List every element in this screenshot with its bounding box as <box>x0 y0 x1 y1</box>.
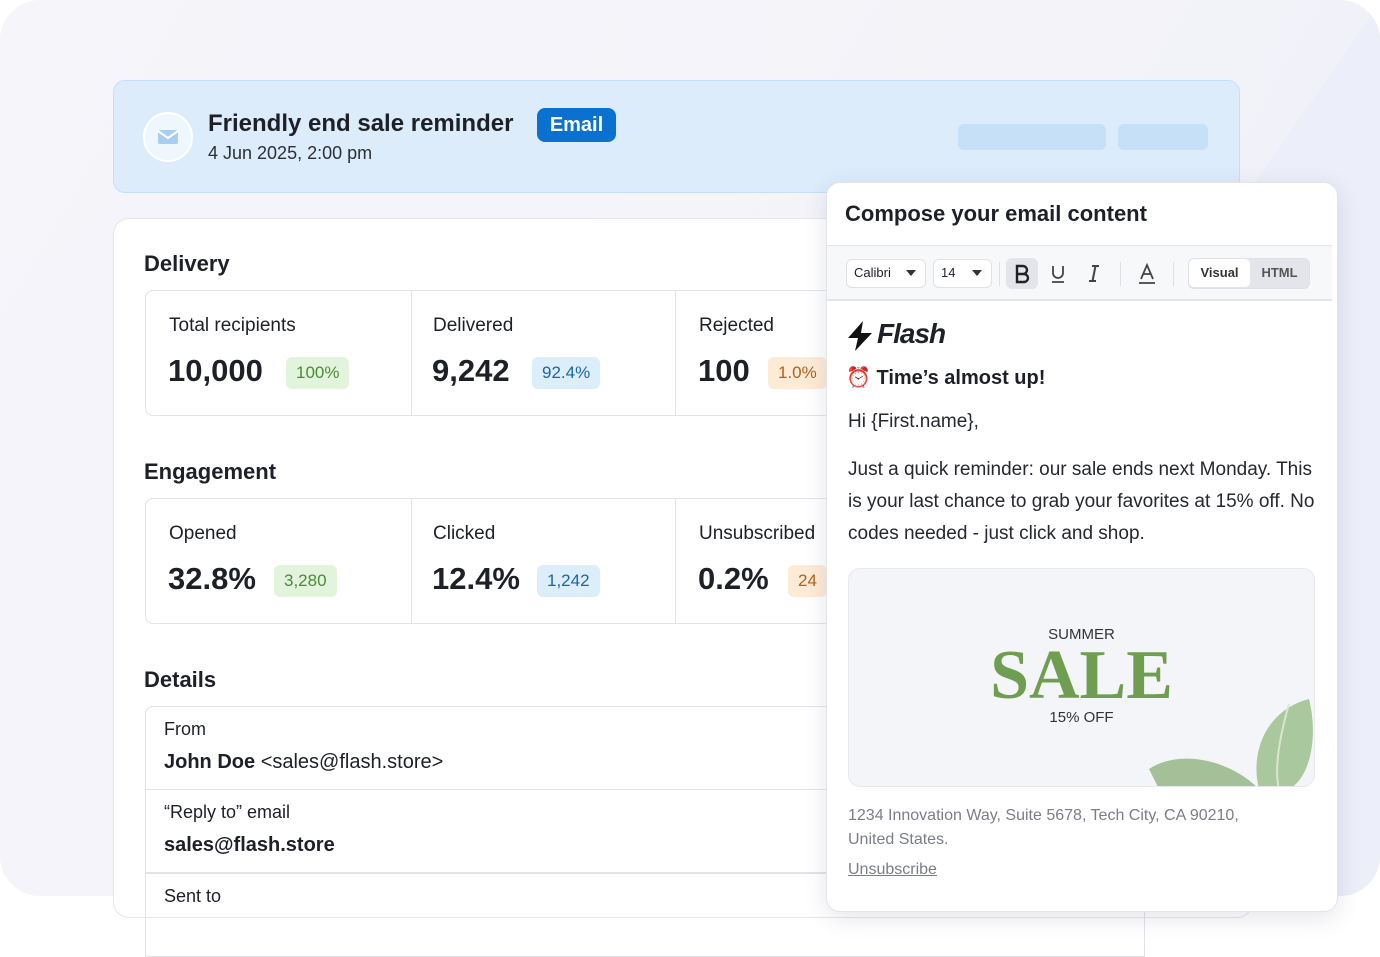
stat-value: 32.8% <box>168 561 256 596</box>
stat-card: Total recipients 10,000 100% <box>146 291 412 415</box>
banner-main: SALE <box>990 637 1173 714</box>
stat-card: Unsubscribed 0.2% 24 <box>676 499 942 623</box>
section-title: Engagement <box>144 459 277 484</box>
view-tabs: Visual HTML <box>1188 258 1310 289</box>
mail-icon <box>143 112 193 162</box>
font-name: Calibri <box>854 265 891 280</box>
stat-label: Delivered <box>433 315 514 336</box>
stats-row: Opened 32.8% 3,280 Clicked 12.4% 1,242 Unsub… <box>145 498 1145 624</box>
size-select[interactable]: 14 <box>933 259 992 288</box>
separator <box>1120 262 1121 286</box>
stat-label: Clicked <box>433 523 496 544</box>
detail-row: “Reply to” email sales@flash.store <box>145 789 1145 873</box>
stat-badge: 92.4% <box>532 357 601 389</box>
email-body: Just a quick reminder: our sale ends nex… <box>848 459 1315 544</box>
detail-label: Sent to <box>164 886 222 906</box>
section-title: Details <box>144 667 217 692</box>
font-select[interactable]: Calibri <box>846 259 926 288</box>
stat-badge: 1.0% <box>768 357 827 389</box>
bold-button[interactable] <box>1006 258 1038 289</box>
stat-card: Opened 32.8% 3,280 <box>146 499 412 623</box>
banner-bottom: 15% OFF <box>1049 709 1114 726</box>
compose-title: Compose your email content <box>845 201 1147 226</box>
detail-label: From <box>164 719 206 739</box>
divider <box>827 245 1332 247</box>
stat-card: Clicked 12.4% 1,242 <box>410 499 676 623</box>
email-heading: ⏰ Time’s almost up! <box>846 367 1046 389</box>
stat-card: Delivered 9,242 92.4% <box>410 291 676 415</box>
sender-name: John Doe <box>164 751 256 773</box>
detail-value: sales@flash.store <box>164 834 335 856</box>
campaign-date: 4 Jun 2025, 2:00 pm <box>208 143 373 163</box>
skeleton-bar <box>958 124 1106 150</box>
stat-value: 100 <box>698 353 750 388</box>
stat-badge: 1,242 <box>537 565 600 597</box>
separator <box>999 262 1000 286</box>
text-color-button[interactable] <box>1131 258 1163 289</box>
caret <box>906 270 916 276</box>
stat-label: Rejected <box>699 315 774 336</box>
unsubscribe-link[interactable]: Unsubscribe <box>848 861 937 878</box>
stat-badge: 24 <box>788 565 827 597</box>
stat-label: Unsubscribed <box>699 523 816 544</box>
tab-visual[interactable]: Visual <box>1189 259 1250 287</box>
underline-button[interactable] <box>1042 258 1074 289</box>
stat-value: 9,242 <box>432 353 510 388</box>
banner-top: SUMMER <box>1048 626 1115 643</box>
brand-bolt <box>848 321 872 351</box>
stat-card: Rejected 100 1.0% <box>676 291 942 415</box>
italic-button[interactable] <box>1078 258 1110 289</box>
campaign-title: Friendly end sale reminder <box>208 110 514 137</box>
email-address: 1234 Innovation Way, Suite 5678, Tech Ci… <box>848 807 1239 848</box>
stat-label: Total recipients <box>169 315 296 336</box>
separator <box>1173 262 1174 286</box>
divider <box>827 299 1332 301</box>
font-size: 14 <box>941 265 956 280</box>
stat-value: 0.2% <box>698 561 769 596</box>
detail-value: John Doe <sales@flash.store> <box>164 751 443 774</box>
channel-badge: Email <box>537 108 616 142</box>
stat-value: 10,000 <box>168 353 263 388</box>
skeleton-bar <box>1118 124 1208 150</box>
sale-banner: SUMMER SALE 15% OFF <box>848 568 1315 787</box>
brand-name: Flash <box>877 318 946 349</box>
stat-badge: 3,280 <box>274 565 337 597</box>
detail-label: “Reply to” email <box>164 802 291 822</box>
tab-html[interactable]: HTML <box>1261 265 1298 280</box>
stat-value: 12.4% <box>432 561 520 596</box>
section-title: Delivery <box>144 251 230 276</box>
stat-label: Opened <box>169 523 237 544</box>
stats-row: Total recipients 10,000 100% Delivered 9,24… <box>145 290 1145 416</box>
leaf-decoration <box>1149 699 1313 786</box>
email-greeting: Hi {First.name}, <box>848 411 979 432</box>
stat-badge: 100% <box>286 357 350 389</box>
caret <box>972 270 982 276</box>
sender-email: <sales@flash.store> <box>260 751 444 773</box>
